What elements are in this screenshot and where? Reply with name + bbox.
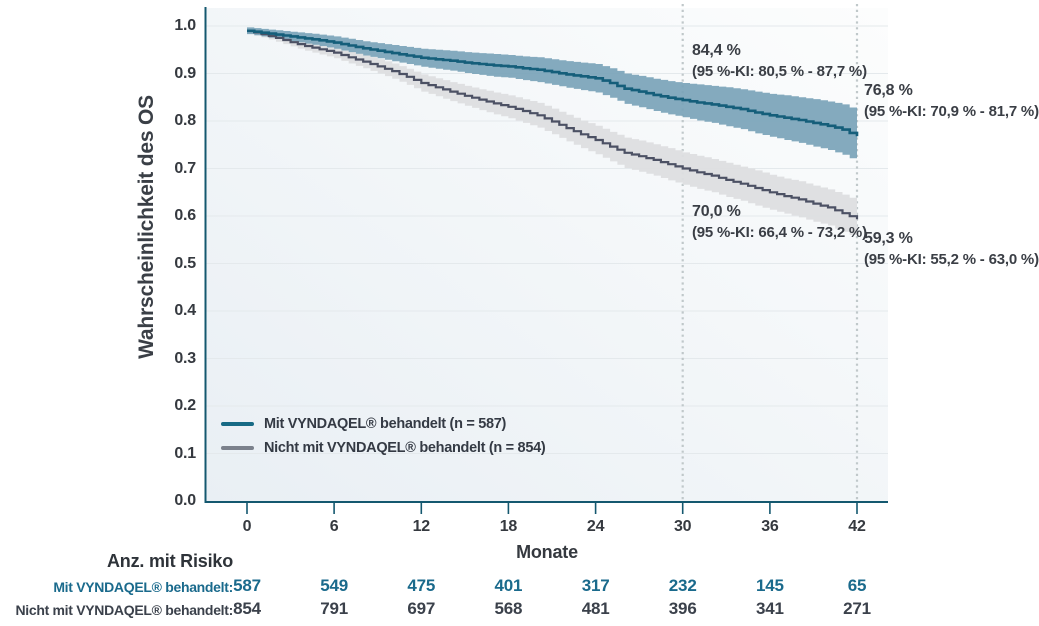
risk-count: 475 <box>407 576 436 595</box>
km-curve-treated <box>247 29 859 137</box>
ci-band-untreated <box>247 27 857 238</box>
annotation-treated-30: 84,4 % (95 %-KI: 80,5 % - 87,7 %) <box>692 41 867 81</box>
risk-row-label-1: Nicht mit VYNDAQEL® behandelt: <box>15 602 233 618</box>
legend-item-treated: Mit VYNDAQEL® behandelt (n = 587) <box>221 412 545 436</box>
x-tick-label: 42 <box>848 518 866 535</box>
risk-count: 145 <box>756 576 784 595</box>
risk-count: 697 <box>407 599 436 618</box>
y-tick-label: 0.4 <box>174 302 196 319</box>
x-tick-label: 24 <box>586 518 605 535</box>
y-tick-label: 0.6 <box>174 207 196 224</box>
risk-count: 568 <box>494 599 523 618</box>
x-tick-label: 6 <box>329 518 339 535</box>
risk-count: 481 <box>581 599 610 618</box>
x-tick-label: 0 <box>242 518 252 535</box>
x-axis-title: Monate <box>516 542 578 562</box>
annotation-treated-42: 76,8 % (95 %-KI: 70,9 % - 81,7 %) <box>864 81 1039 121</box>
plot-area <box>206 8 888 502</box>
annotation-ci: (95 %-KI: 80,5 % - 87,7 %) <box>692 63 867 80</box>
risk-count: 396 <box>668 599 697 618</box>
risk-count: 317 <box>581 576 610 595</box>
y-tick-label: 0.5 <box>174 254 196 272</box>
risk-row-label-0: Mit VYNDAQEL® behandelt: <box>53 579 233 595</box>
legend-item-untreated: Nicht mit VYNDAQEL® behandelt (n = 854) <box>221 436 546 460</box>
y-tick-label: 0.2 <box>174 397 196 414</box>
risk-count: 791 <box>320 599 348 618</box>
axes <box>204 7 888 503</box>
risk-count: 854 <box>233 599 261 618</box>
y-tick-label: 0.3 <box>174 349 196 367</box>
risk-count: 65 <box>847 576 867 595</box>
legend-swatch-untreated <box>221 445 254 451</box>
y-tick-label: 0.7 <box>174 159 196 177</box>
y-tick-label: 1.0 <box>174 17 196 34</box>
annotation-untreated-30: 70,0 % (95 %-KI: 66,4 % - 73,2 %) <box>692 202 867 242</box>
y-tick-label: 0.9 <box>174 64 196 82</box>
legend-label-treated: Mit VYNDAQEL® behandelt (n = 587) <box>264 416 507 432</box>
risk-count: 549 <box>320 576 348 595</box>
annotation-value: 84,4 % <box>692 42 741 59</box>
x-tick-label: 12 <box>412 518 431 535</box>
risk-count: 587 <box>233 576 261 595</box>
risk-count: 401 <box>494 576 523 595</box>
y-tick-label: 0.0 <box>174 492 196 509</box>
x-tick-label: 18 <box>499 518 518 535</box>
risk-count: 341 <box>756 599 784 618</box>
y-tick-label: 0.1 <box>174 444 196 462</box>
km-curve-untreated <box>247 29 859 220</box>
legend-label-untreated: Nicht mit VYNDAQEL® behandelt (n = 854) <box>264 440 546 456</box>
annotation-untreated-42: 59,3 % (95 %-KI: 55,2 % - 63,0 %) <box>864 229 1039 269</box>
annotation-value: 59,3 % <box>864 230 913 247</box>
annotation-ci: (95 %-KI: 66,4 % - 73,2 %) <box>692 224 867 241</box>
risk-count: 232 <box>668 576 697 595</box>
y-tick-label: 0.8 <box>174 112 196 129</box>
x-tick-label: 30 <box>673 518 692 535</box>
risk-count: 271 <box>843 599 871 618</box>
annotation-value: 76,8 % <box>864 82 913 99</box>
annotation-value: 70,0 % <box>692 203 741 220</box>
ci-band-treated <box>247 27 857 162</box>
legend: Mit VYNDAQEL® behandelt (n = 587) Nicht … <box>221 412 546 460</box>
x-tick-label: 36 <box>761 518 779 535</box>
annotation-ci: (95 %-KI: 55,2 % - 63,0 %) <box>864 251 1039 268</box>
legend-swatch-treated <box>221 421 254 427</box>
annotation-ci: (95 %-KI: 70,9 % - 81,7 %) <box>864 103 1039 120</box>
risk-table-title: Anz. mit Risiko <box>106 551 233 571</box>
